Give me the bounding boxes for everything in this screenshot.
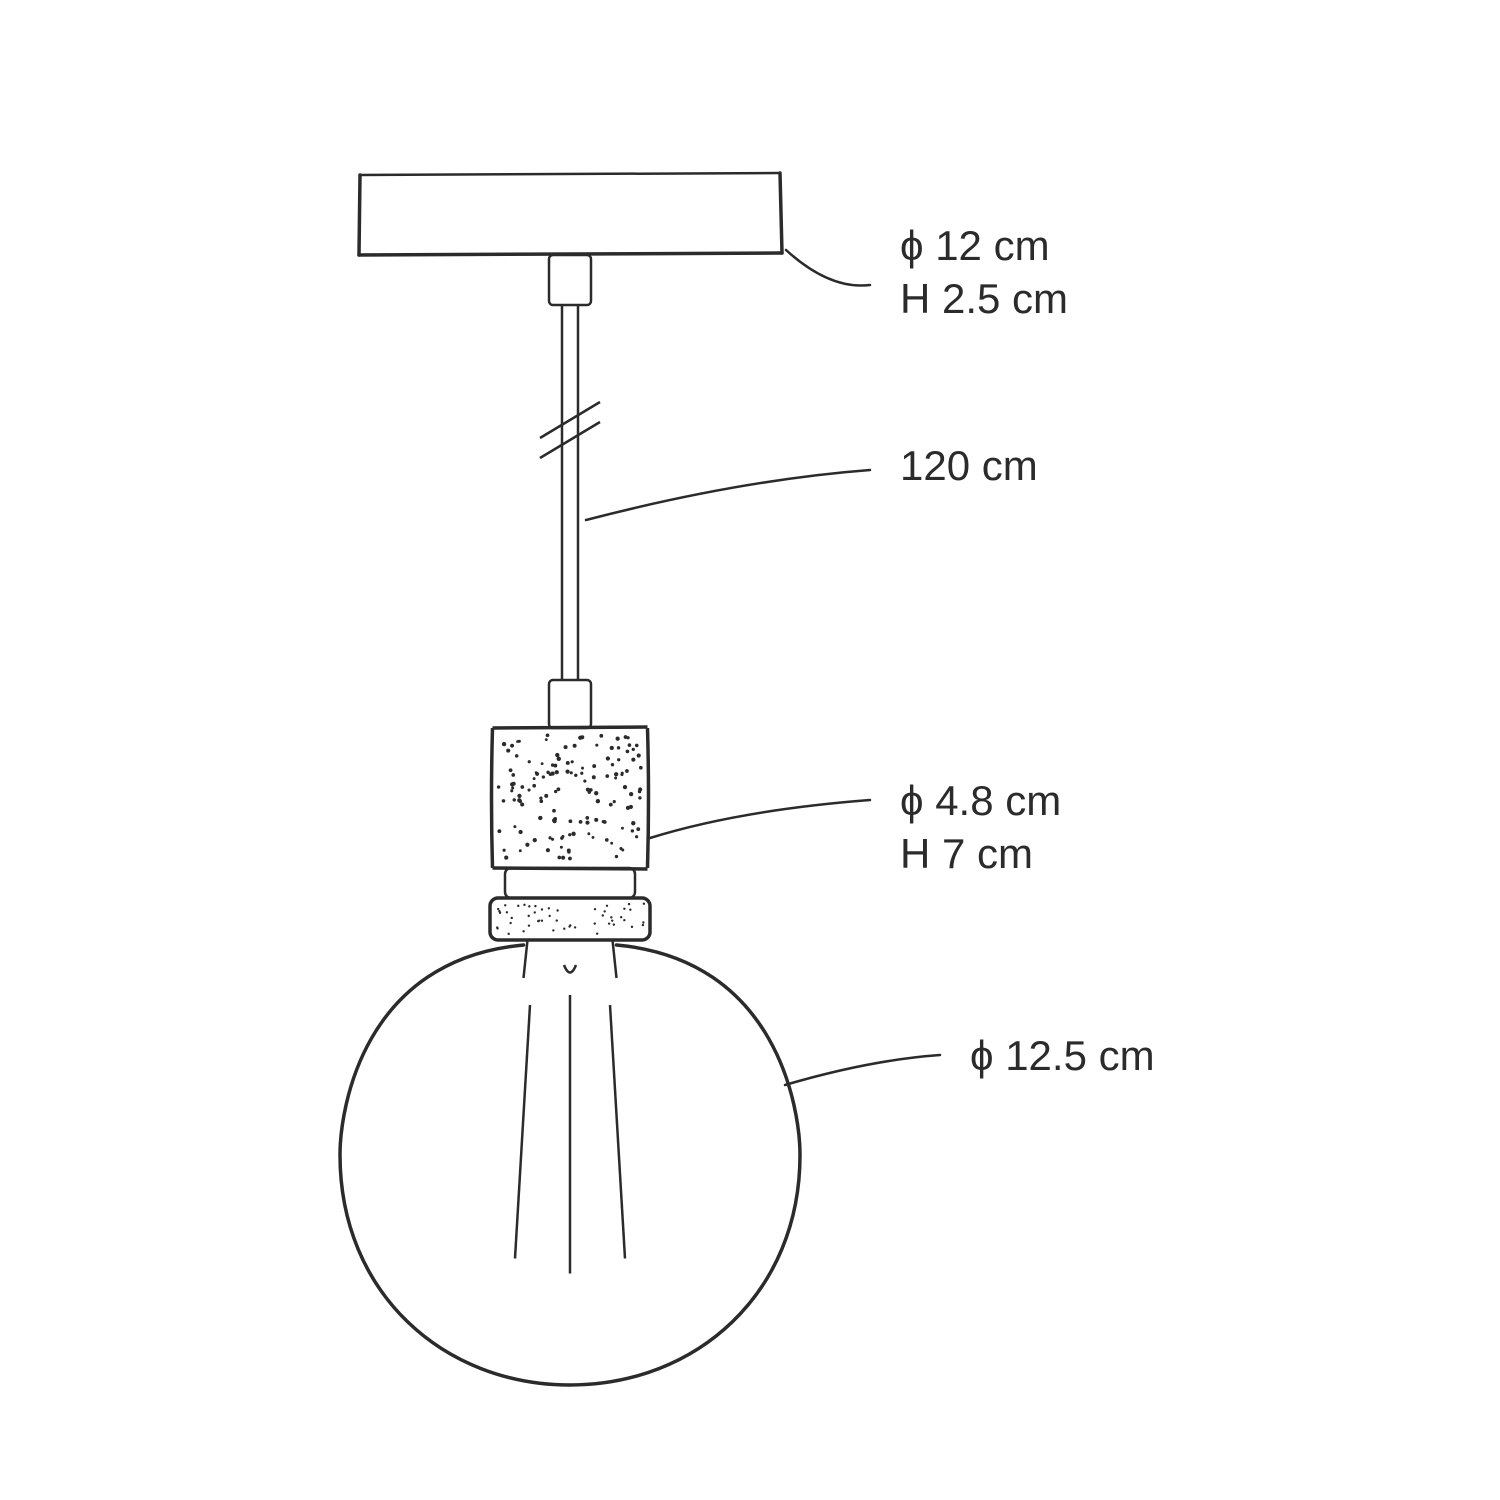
holder-dim-label: ϕ 4.8 cm H 7 cm (900, 775, 1061, 880)
bulb-dim-label: ϕ 12.5 cm (970, 1030, 1155, 1083)
cable-length-label: 120 cm (900, 440, 1038, 493)
pendant-lamp-sketch (0, 0, 1500, 1500)
canopy-dim-label: ϕ 12 cm H 2.5 cm (900, 220, 1068, 325)
